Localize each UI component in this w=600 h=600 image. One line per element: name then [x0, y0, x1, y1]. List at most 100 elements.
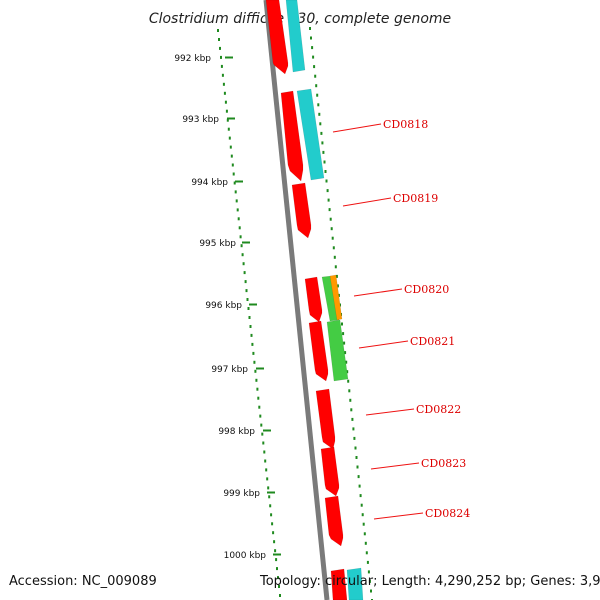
track-dot [324, 170, 327, 173]
gene-arrow[interactable] [280, 90, 304, 182]
outer-track-dots-left [217, 29, 281, 597]
gene-arrow[interactable] [304, 276, 323, 323]
gene-arrow[interactable] [296, 88, 325, 181]
gene-label-cd0818[interactable]: CD0818 [332, 118, 428, 133]
gene-labels: CD0818 CD0819 CD0820 CD0821 CD0822 CD082… [332, 118, 470, 520]
kbp-label: 992 kbp [174, 54, 211, 64]
track-dot [311, 46, 314, 50]
kbp-tick-996: 996 kbp [205, 301, 257, 311]
track-dot [330, 227, 333, 231]
track-dot [254, 369, 257, 373]
track-dot [313, 65, 316, 69]
track-dot [253, 360, 256, 364]
gene-arrow[interactable] [330, 568, 348, 600]
track-dot [236, 208, 239, 212]
track-dot [326, 189, 329, 193]
svg-text:CD0820: CD0820 [404, 283, 449, 296]
track-dot [367, 570, 370, 574]
track-dot [227, 127, 230, 131]
track-dot [321, 141, 324, 145]
kbp-label: 995 kbp [199, 239, 236, 249]
gene-label-cd0822[interactable]: CD0822 [365, 403, 461, 416]
gene-arrow[interactable] [321, 275, 340, 322]
track-dot [233, 181, 236, 185]
track-dot [317, 103, 320, 107]
track-dot [232, 172, 235, 176]
kbp-tick-999: 999 kbp [223, 489, 275, 499]
genome-backbone [263, 0, 330, 600]
track-dot [264, 459, 267, 463]
kbp-label: 997 kbp [211, 365, 248, 375]
accession-text: Accession: NC_009089 [9, 574, 157, 589]
track-dot [231, 163, 234, 167]
gene-label-cd0820[interactable]: CD0820 [353, 283, 449, 297]
track-dot [328, 208, 331, 212]
track-dot [363, 532, 366, 536]
track-dot [270, 513, 273, 517]
gene-label-cd0823[interactable]: CD0823 [370, 457, 466, 470]
gene-arrow[interactable] [320, 446, 340, 497]
track-dot [334, 265, 337, 269]
track-dot [266, 477, 269, 481]
gene-label-cd0819[interactable]: CD0819 [342, 192, 438, 207]
track-dot [247, 307, 250, 310]
track-dot [314, 74, 317, 78]
track-dot [322, 150, 325, 154]
track-dot [242, 262, 245, 266]
track-dot [316, 93, 319, 97]
kbp-label: 993 kbp [182, 115, 219, 125]
track-dot [349, 398, 352, 402]
track-dot [336, 284, 339, 288]
track-dot [346, 370, 349, 374]
track-dot [217, 29, 219, 32]
gene-arrow[interactable] [315, 388, 336, 450]
gene-arrow[interactable] [346, 567, 364, 600]
track-dot [358, 484, 361, 488]
kbp-label: 996 kbp [205, 301, 242, 311]
track-dot [341, 322, 343, 326]
track-dot [359, 494, 362, 498]
track-dot [315, 84, 318, 88]
track-dot [333, 255, 336, 259]
gene-arrow[interactable] [308, 320, 329, 382]
kbp-label: 998 kbp [218, 427, 255, 437]
track-dot [245, 289, 248, 293]
gene-label-cd0824[interactable]: CD0824 [373, 507, 470, 520]
track-dot [220, 55, 222, 59]
track-dot [357, 475, 360, 479]
track-dot [274, 549, 277, 553]
kbp-tick-992: 992 kbp [174, 54, 233, 64]
track-dot [250, 333, 253, 337]
gene-arrow[interactable] [326, 319, 349, 382]
track-dot [230, 154, 233, 158]
track-dot [276, 567, 278, 571]
kbp-tick-997: 997 kbp [211, 365, 264, 375]
gene-arrow[interactable] [291, 182, 312, 239]
track-dot [219, 46, 221, 50]
gene-arrow[interactable] [265, 0, 289, 75]
track-dot [265, 468, 268, 472]
track-dot [228, 136, 231, 140]
track-dot [312, 55, 315, 59]
svg-text:CD0821: CD0821 [410, 335, 455, 348]
gene-label-cd0821[interactable]: CD0821 [358, 335, 455, 349]
track-dot [273, 540, 276, 544]
gene-arrow[interactable] [329, 274, 343, 321]
track-dot [347, 379, 350, 383]
track-dot [332, 246, 335, 250]
track-dot [327, 198, 330, 202]
track-dot [240, 244, 243, 248]
track-dot [218, 38, 220, 41]
track-dot [269, 504, 272, 508]
track-dot [362, 522, 365, 526]
track-dot [256, 387, 259, 391]
track-dot [277, 576, 279, 580]
track-dot [255, 378, 258, 382]
gene-arrow[interactable] [285, 0, 306, 73]
track-dot [278, 585, 280, 588]
track-dot [342, 332, 345, 336]
genome-title: Clostridium difficile 630, complete geno… [149, 11, 451, 27]
kbp-tick-994: 994 kbp [191, 178, 243, 188]
gene-arrow[interactable] [324, 495, 344, 547]
track-dot [352, 427, 355, 431]
